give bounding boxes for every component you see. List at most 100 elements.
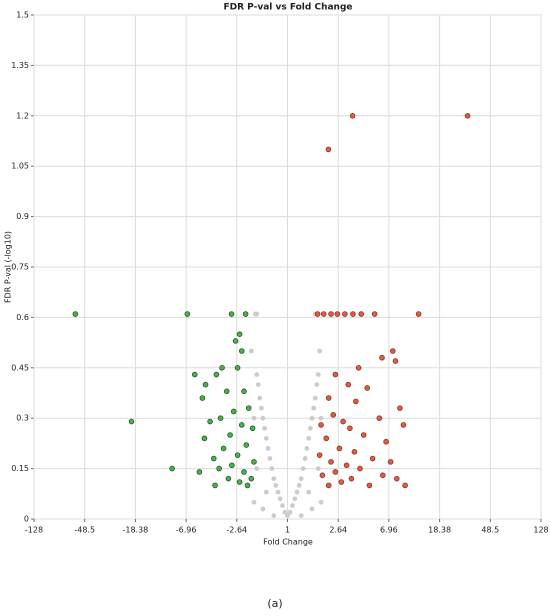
point bbox=[298, 513, 304, 519]
point bbox=[360, 432, 367, 438]
point bbox=[380, 472, 386, 479]
point bbox=[300, 466, 306, 471]
point bbox=[315, 372, 321, 377]
point bbox=[340, 418, 346, 425]
point bbox=[369, 455, 376, 462]
point bbox=[347, 425, 353, 432]
point bbox=[464, 113, 471, 119]
point bbox=[383, 438, 389, 445]
chart-title: FDR P-val vs Fold Change bbox=[223, 3, 352, 13]
point bbox=[273, 483, 279, 488]
point bbox=[217, 415, 224, 422]
point bbox=[393, 475, 400, 482]
x-tick-label: -6.96 bbox=[176, 526, 197, 535]
point bbox=[255, 382, 261, 387]
point bbox=[238, 422, 245, 428]
point bbox=[184, 311, 191, 317]
point bbox=[242, 311, 249, 317]
point bbox=[229, 462, 235, 469]
point bbox=[392, 358, 399, 364]
point bbox=[318, 422, 324, 428]
point bbox=[415, 311, 422, 317]
point bbox=[332, 371, 339, 378]
point bbox=[366, 482, 373, 489]
y-axis-label: FDR P-val (-log10) bbox=[4, 231, 13, 303]
y-tick-label: 1.05 bbox=[11, 162, 29, 171]
x-tick-label: -2.64 bbox=[226, 526, 247, 535]
point bbox=[269, 466, 275, 471]
point bbox=[213, 371, 220, 378]
point bbox=[271, 513, 277, 519]
point bbox=[262, 425, 268, 431]
point bbox=[350, 311, 356, 317]
point bbox=[282, 509, 288, 515]
point bbox=[389, 348, 396, 354]
point bbox=[244, 482, 251, 489]
point bbox=[234, 452, 241, 458]
point bbox=[311, 405, 317, 411]
x-tick-label: 2.64 bbox=[329, 526, 347, 535]
point bbox=[241, 469, 247, 475]
y-tick-label: 0.3 bbox=[16, 414, 29, 423]
point bbox=[371, 311, 378, 317]
point bbox=[223, 388, 230, 395]
point bbox=[228, 311, 235, 317]
point bbox=[212, 482, 218, 489]
point bbox=[312, 395, 318, 401]
point bbox=[258, 405, 264, 411]
point bbox=[241, 388, 247, 395]
point bbox=[342, 311, 348, 317]
point bbox=[314, 311, 321, 317]
x-tick-label: -48.5 bbox=[74, 526, 95, 535]
point bbox=[219, 364, 225, 371]
point bbox=[325, 395, 332, 401]
point bbox=[316, 452, 323, 458]
point bbox=[387, 459, 394, 465]
point bbox=[348, 475, 355, 482]
point bbox=[236, 331, 243, 338]
point bbox=[267, 456, 273, 461]
point bbox=[249, 425, 256, 432]
point bbox=[263, 435, 269, 441]
point bbox=[330, 412, 337, 418]
x-tick-label: 48.5 bbox=[481, 526, 499, 535]
point bbox=[280, 503, 285, 508]
point bbox=[402, 482, 408, 489]
point bbox=[351, 448, 358, 455]
point bbox=[216, 465, 222, 472]
y-tick-label: 1.2 bbox=[16, 111, 29, 120]
y-tick-label: 0.6 bbox=[16, 313, 29, 322]
point bbox=[298, 476, 304, 482]
y-tick-label: 0.15 bbox=[11, 464, 29, 473]
y-tick-label: 0.45 bbox=[11, 363, 29, 372]
point bbox=[349, 113, 356, 119]
point bbox=[72, 311, 79, 317]
point bbox=[296, 483, 302, 488]
point bbox=[199, 395, 206, 401]
point bbox=[265, 446, 271, 451]
point bbox=[271, 476, 277, 482]
point bbox=[364, 385, 371, 391]
point bbox=[287, 509, 293, 515]
x-tick-label: 18.38 bbox=[428, 526, 451, 535]
x-tick-label: 128 bbox=[533, 526, 548, 535]
point bbox=[294, 489, 300, 495]
point bbox=[334, 311, 341, 317]
point bbox=[355, 364, 362, 371]
point bbox=[306, 435, 312, 441]
point bbox=[227, 432, 233, 438]
point bbox=[317, 348, 323, 354]
point bbox=[260, 415, 266, 421]
point bbox=[318, 499, 324, 505]
point bbox=[345, 381, 352, 388]
point bbox=[309, 415, 315, 421]
point bbox=[248, 475, 255, 482]
point bbox=[285, 513, 290, 519]
point bbox=[263, 489, 269, 495]
point bbox=[397, 405, 403, 411]
point bbox=[220, 445, 227, 452]
point bbox=[236, 479, 243, 485]
point bbox=[304, 446, 310, 451]
y-tick-label: 0.75 bbox=[11, 263, 29, 272]
